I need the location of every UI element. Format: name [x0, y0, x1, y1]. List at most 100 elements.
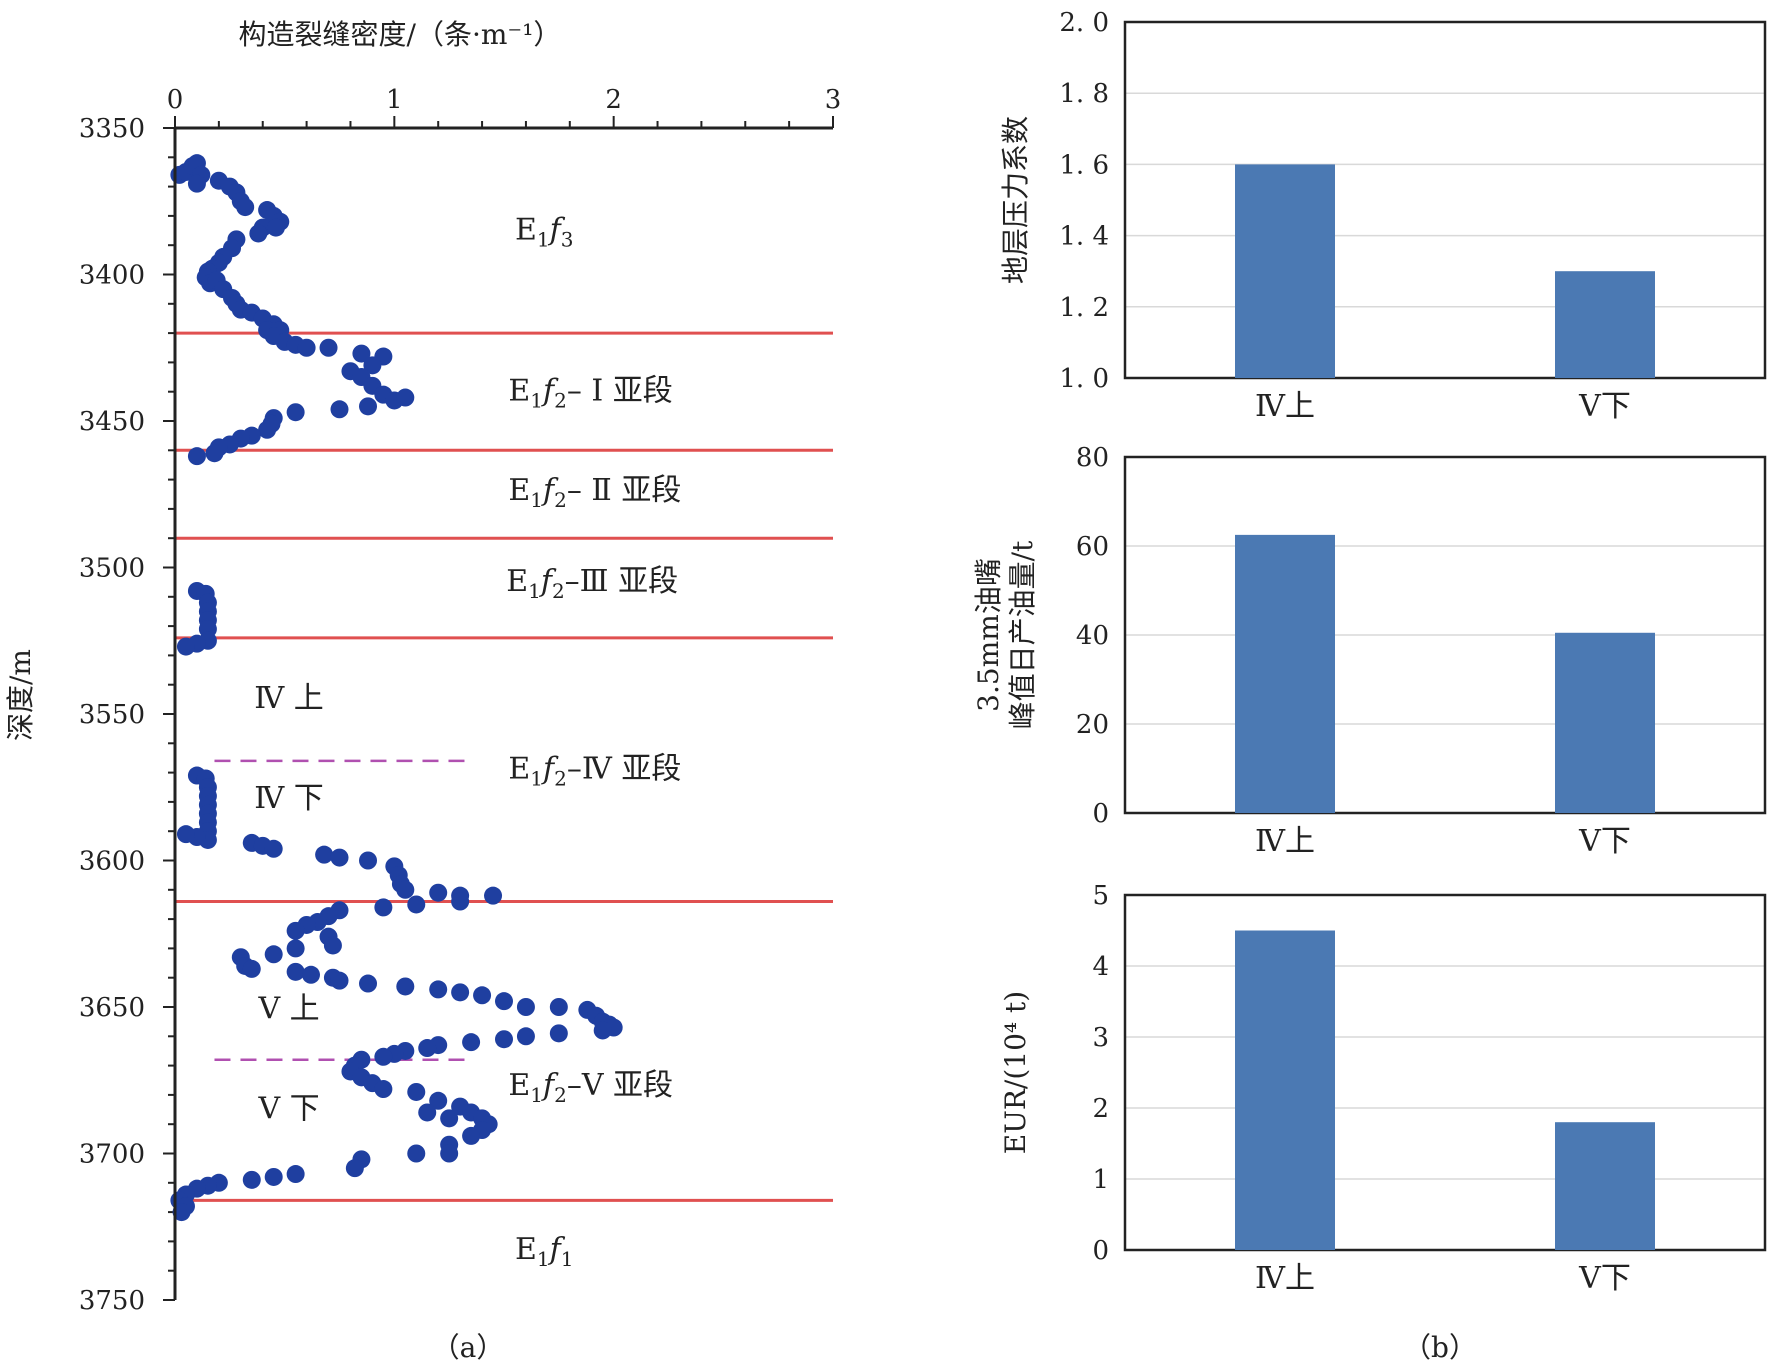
y-tick-label: 0 [1092, 1236, 1109, 1266]
zone-label: E1f1 [515, 1232, 573, 1271]
bar [1555, 1122, 1655, 1250]
data-point [440, 1109, 459, 1128]
data-point [187, 174, 206, 193]
y-tick-label: 3450 [79, 407, 145, 437]
data-point [323, 936, 342, 955]
bar [1555, 632, 1655, 813]
data-point [549, 1024, 568, 1043]
data-point [286, 939, 305, 958]
panel-a-axes [173, 126, 833, 1300]
data-point [495, 992, 513, 1011]
category-label: Ⅴ下 [1578, 389, 1631, 424]
panel-a-caption: （a） [432, 1331, 505, 1363]
data-point [451, 892, 470, 911]
data-point [429, 980, 448, 999]
data-point [352, 344, 371, 363]
data-point [593, 1021, 612, 1040]
y-tick-label: 1. 8 [1059, 79, 1109, 109]
data-point [473, 986, 492, 1005]
data-point [462, 1033, 481, 1052]
sub-zone-label: Ⅴ 下 [257, 1091, 319, 1126]
y-tick-label: 1. 2 [1059, 293, 1109, 323]
y-tick-label: 80 [1076, 443, 1109, 473]
y-tick-label: 3400 [79, 261, 145, 291]
data-point [264, 945, 283, 964]
x-tick-label: 3 [825, 85, 842, 115]
data-point [264, 1167, 283, 1186]
y-tick-label: 3650 [79, 993, 145, 1023]
y-tick-label: 3600 [79, 847, 145, 877]
data-point [429, 1091, 448, 1110]
y-axis-title: EUR/(10⁴ t) [999, 991, 1032, 1154]
panel-b3-bar-chart: 0 1 2 3 4 5 Ⅳ上 Ⅴ下 EUR/(10⁴ t) [999, 881, 1767, 1296]
data-point [286, 1165, 305, 1184]
data-point [319, 338, 338, 357]
data-point [330, 971, 349, 990]
x-tick-label: 2 [605, 85, 622, 115]
x-tick-label: 0 [167, 85, 184, 115]
data-point [516, 998, 535, 1016]
data-point [286, 403, 305, 422]
data-point [297, 338, 316, 357]
plot-frame [1123, 20, 1767, 380]
data-point [407, 1082, 426, 1101]
data-point [451, 983, 470, 1002]
y-tick-label: 3700 [79, 1140, 145, 1170]
panel-b1-bar-chart: 1. 0 1. 2 1. 4 1. 6 1. 8 2. 0 Ⅳ上 Ⅴ下 地层压力系数 [999, 8, 1767, 424]
panel-a-y-axis-title: 深度/m [4, 649, 37, 741]
data-point [359, 851, 378, 870]
zone-label: E1f2– Ⅱ 亚段 [508, 473, 681, 512]
data-point [176, 637, 195, 656]
x-tick-label: 1 [386, 85, 403, 115]
category-label: Ⅳ上 [1255, 389, 1315, 424]
y-tick-label: 3750 [79, 1286, 145, 1316]
y-tick-label: 4 [1092, 952, 1109, 982]
data-point [330, 848, 349, 867]
data-point [242, 959, 261, 978]
panel-a-x-ticks: 0 1 2 3 [167, 85, 842, 128]
data-point [418, 1039, 437, 1058]
data-point [301, 965, 320, 984]
y-tick-label: 1. 6 [1059, 150, 1109, 180]
data-point [330, 400, 349, 419]
data-point [396, 388, 415, 407]
bar [1235, 164, 1335, 378]
data-point [236, 198, 255, 217]
panel-b-caption: （b） [1403, 1331, 1477, 1363]
y-tick-label: 20 [1076, 710, 1109, 740]
y-tick-label: 40 [1076, 621, 1109, 651]
data-point [286, 962, 305, 981]
y-tick-label: 2. 0 [1059, 8, 1109, 38]
data-point [205, 444, 224, 463]
data-point [266, 218, 285, 237]
data-point [516, 1027, 535, 1046]
y-tick-label: 0 [1092, 799, 1109, 829]
data-point [315, 845, 334, 864]
y-tick-label: 3350 [79, 114, 145, 144]
y-tick-label: 60 [1076, 532, 1109, 562]
data-point [396, 977, 415, 996]
panel-a-x-axis-title: 构造裂缝密度/（条·m⁻¹） [239, 18, 562, 51]
data-point [429, 883, 448, 902]
plot-frame [1123, 893, 1767, 1252]
y-axis-title: 地层压力系数 [999, 116, 1032, 284]
data-point [407, 1144, 426, 1163]
data-point [495, 1030, 513, 1049]
data-point [345, 1159, 364, 1178]
data-point [374, 1080, 393, 1099]
panel-a-scatter: 构造裂缝密度/（条·m⁻¹） 深度/m 0 1 2 3 3350 3400 3450 350… [4, 18, 841, 1363]
y-tick-label: 1. 0 [1059, 364, 1109, 394]
category-label: Ⅳ上 [1255, 824, 1315, 859]
data-point [242, 1170, 261, 1189]
data-point [249, 224, 268, 243]
data-point [176, 825, 195, 844]
bar [1235, 930, 1335, 1250]
zone-label: E1f2– Ⅰ 亚段 [508, 373, 672, 412]
y-tick-label: 3500 [79, 554, 145, 584]
sub-zone-label: Ⅴ 上 [257, 992, 319, 1027]
zone-label: E1f2–Ⅴ 亚段 [508, 1068, 673, 1107]
data-point [549, 998, 568, 1016]
data-point [440, 1144, 459, 1163]
data-point [359, 397, 378, 416]
